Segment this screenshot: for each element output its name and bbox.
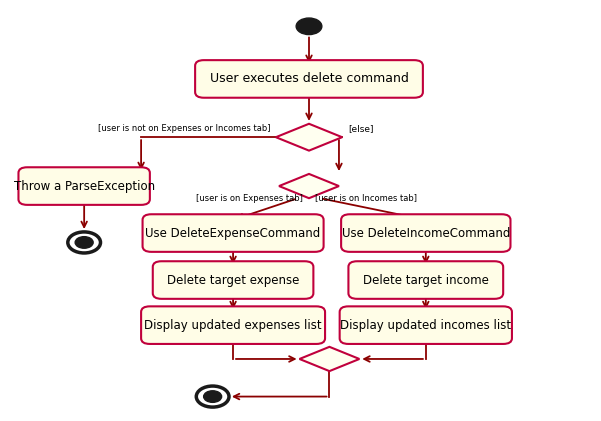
Polygon shape [279, 174, 339, 198]
FancyBboxPatch shape [142, 214, 323, 252]
Polygon shape [276, 124, 342, 151]
Text: Delete target expense: Delete target expense [167, 274, 299, 287]
Text: Throw a ParseException: Throw a ParseException [14, 180, 154, 192]
Polygon shape [299, 347, 359, 371]
Circle shape [296, 18, 322, 35]
FancyBboxPatch shape [341, 214, 510, 252]
Circle shape [204, 391, 222, 402]
Text: Use DeleteExpenseCommand: Use DeleteExpenseCommand [145, 226, 321, 240]
FancyBboxPatch shape [340, 306, 512, 344]
Text: Display updated expenses list: Display updated expenses list [144, 319, 322, 332]
Text: Display updated incomes list: Display updated incomes list [340, 319, 511, 332]
Text: [user is not on Expenses or Incomes tab]: [user is not on Expenses or Incomes tab] [97, 124, 270, 133]
Text: [user is on Incomes tab]: [user is on Incomes tab] [315, 194, 417, 203]
Circle shape [197, 386, 229, 407]
FancyBboxPatch shape [141, 306, 325, 344]
FancyBboxPatch shape [19, 167, 150, 205]
Circle shape [75, 237, 93, 248]
Text: Use DeleteIncomeCommand: Use DeleteIncomeCommand [341, 226, 510, 240]
Circle shape [68, 232, 100, 253]
FancyBboxPatch shape [153, 261, 313, 299]
FancyBboxPatch shape [349, 261, 503, 299]
Text: [else]: [else] [348, 125, 373, 133]
Text: User executes delete command: User executes delete command [210, 72, 409, 85]
Text: [user is on Expenses tab]: [user is on Expenses tab] [197, 194, 303, 203]
Text: Delete target income: Delete target income [363, 274, 489, 287]
FancyBboxPatch shape [195, 60, 423, 98]
